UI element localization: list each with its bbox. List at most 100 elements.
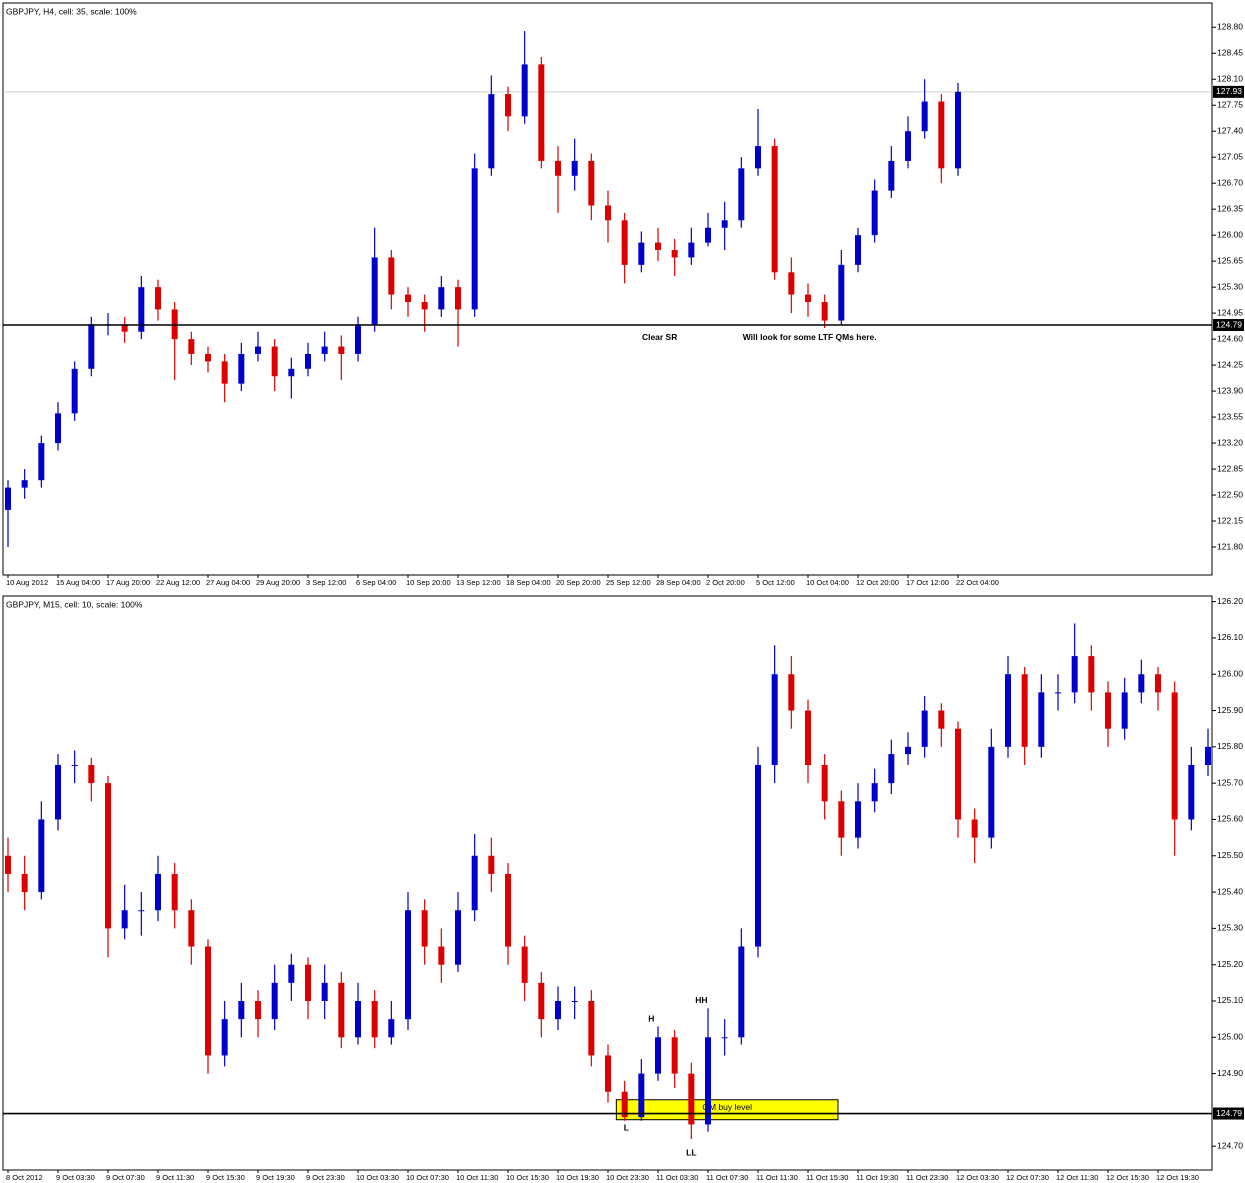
candle-body (371, 257, 378, 325)
x-tick-label: 10 Oct 23:30 (606, 1173, 649, 1182)
candle-body (888, 754, 895, 784)
x-tick-label: 15 Aug 04:00 (56, 578, 100, 587)
x-tick-label: 10 Oct 11:30 (456, 1173, 498, 1182)
x-tick-label: 9 Oct 19:30 (256, 1173, 295, 1182)
x-tick-label: 3 Sep 12:00 (306, 578, 346, 587)
y-tick-label: 125.80 (1217, 741, 1243, 751)
candle-body (805, 710, 811, 766)
candle-body (738, 946, 745, 1038)
x-tick-label: 28 Sep 04:00 (656, 578, 701, 587)
candle-body (1088, 656, 1095, 693)
candle-body (5, 487, 11, 510)
candle-body (1038, 692, 1045, 747)
candle-body (38, 443, 45, 481)
candle-body (705, 1037, 711, 1125)
candle-body (788, 674, 795, 711)
y-tick-label: 125.10 (1217, 995, 1243, 1005)
candle-body (821, 301, 828, 321)
candle-body (205, 946, 211, 1056)
x-tick-label: 12 Oct 11:30 (1056, 1173, 1098, 1182)
annotation: Clear SR (642, 332, 677, 342)
candle-body (505, 873, 511, 947)
candle-body (555, 1000, 561, 1020)
candle-body (638, 1073, 645, 1118)
y-tick-label: 128.80 (1217, 22, 1243, 32)
candle-body (121, 324, 128, 332)
x-tick-label: 12 Oct 15:30 (1106, 1173, 1149, 1182)
y-tick-label: 126.70 (1217, 177, 1243, 187)
candle-body (588, 1000, 595, 1056)
candle-body (988, 746, 995, 838)
x-tick-label: 29 Aug 20:00 (256, 578, 300, 587)
candle-body (838, 264, 845, 321)
candle-body (455, 287, 461, 310)
candle-body (238, 1000, 245, 1020)
x-tick-label: 10 Oct 15:30 (506, 1173, 549, 1182)
candle-body (471, 855, 478, 911)
y-tick-label: 125.30 (1217, 923, 1243, 933)
candle-body (738, 168, 745, 221)
annotation: LL (686, 1148, 696, 1158)
candle-body (221, 361, 228, 384)
x-tick-label: 11 Oct 03:30 (656, 1173, 698, 1182)
candle-body (1188, 765, 1195, 820)
y-tick-label: 124.70 (1217, 1140, 1243, 1150)
candle-body (421, 301, 428, 310)
candle-body (1105, 692, 1111, 729)
y-tick-label: 126.20 (1217, 596, 1243, 606)
candle-body (221, 1019, 228, 1056)
candle-body (855, 235, 861, 265)
candle-body (905, 746, 911, 755)
candle-body (621, 1091, 628, 1118)
last-price-box (1213, 85, 1244, 98)
candle-body (1121, 692, 1128, 729)
y-tick-label: 125.65 (1217, 255, 1243, 265)
panel-title: GBPJPY, H4, cell: 35, scale: 100% (6, 6, 137, 16)
x-tick-label: 11 Oct 15:30 (806, 1173, 848, 1182)
candle-body (871, 190, 878, 236)
candle-body (655, 242, 661, 251)
y-tick-label: 123.55 (1217, 411, 1243, 421)
x-tick-label: 13 Sep 12:00 (456, 578, 501, 587)
y-tick-label: 124.90 (1217, 1068, 1243, 1078)
candle-body (1171, 692, 1178, 820)
candle-body (1005, 674, 1011, 747)
x-tick-label: 5 Oct 12:00 (756, 578, 795, 587)
y-tick-label: 126.00 (1217, 229, 1243, 239)
y-tick-label: 124.60 (1217, 333, 1243, 343)
candle-body (355, 324, 361, 354)
candle-body (171, 873, 178, 911)
y-tick-label: 125.30 (1217, 281, 1243, 291)
support-box (1213, 1107, 1244, 1120)
candle-body (905, 131, 911, 161)
candle-body (388, 1019, 395, 1038)
x-tick-label: 11 Oct 11:30 (756, 1173, 798, 1182)
candle-body (605, 1055, 611, 1092)
x-tick-label: 6 Sep 04:00 (356, 578, 396, 587)
candle-body (1155, 674, 1161, 693)
candle-body (605, 205, 611, 221)
x-tick-label: 20 Sep 20:00 (556, 578, 601, 587)
candle-body (688, 1073, 695, 1125)
y-tick-label: 127.05 (1217, 151, 1243, 161)
candle-body (21, 873, 28, 893)
candle-body (821, 765, 828, 802)
x-tick-label: 2 Oct 20:00 (706, 578, 745, 587)
candle-body (755, 765, 761, 947)
candle-body (471, 168, 478, 310)
support-box (1213, 319, 1244, 332)
x-tick-label: 11 Oct 07:30 (706, 1173, 748, 1182)
annotation: H (648, 1013, 654, 1023)
candle-body (771, 674, 778, 766)
y-tick-label: 125.60 (1217, 814, 1243, 824)
candle-body (305, 964, 311, 1001)
candle-body (521, 946, 528, 983)
last-price-label: 127.93 (1216, 86, 1242, 96)
candle-body (571, 160, 578, 176)
candle-body (405, 294, 411, 302)
candle-body (5, 855, 11, 874)
x-tick-label: 10 Sep 20:00 (406, 578, 451, 587)
candle-body (21, 480, 28, 488)
y-tick-label: 126.10 (1217, 632, 1243, 642)
